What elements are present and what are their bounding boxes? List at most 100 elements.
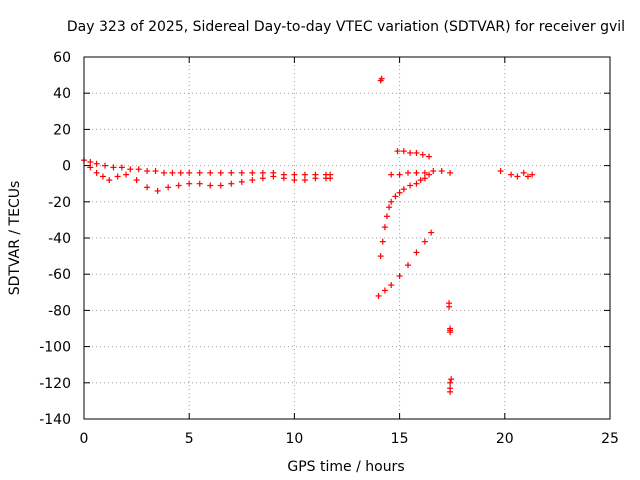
data-point [413, 149, 420, 156]
y-tick-label: -20 [48, 195, 71, 211]
data-point [196, 180, 203, 187]
data-point [144, 168, 151, 175]
data-point [110, 164, 117, 171]
data-point [448, 376, 455, 383]
data-point [238, 178, 245, 185]
y-tick-label: -100 [39, 340, 71, 356]
series-vertical-clusters-17h [446, 300, 455, 395]
series-cluster-20-21h [497, 168, 536, 180]
y-axis-label: SDTVAR / TECUs [7, 181, 23, 296]
data-point [375, 292, 382, 299]
x-axis-label: GPS time / hours [287, 459, 404, 475]
y-tick-label: 20 [53, 122, 71, 138]
data-point [388, 198, 395, 205]
data-point [524, 173, 531, 180]
data-point [497, 168, 504, 175]
series-upper-right-cluster [394, 148, 433, 160]
data-point [413, 249, 420, 256]
data-point [447, 329, 454, 336]
data-point [99, 173, 106, 180]
data-point [135, 166, 142, 173]
data-point [327, 175, 334, 182]
data-point [426, 171, 433, 178]
data-point [127, 166, 134, 173]
data-point [508, 171, 515, 178]
data-point [378, 75, 385, 82]
data-point [259, 175, 266, 182]
chart-title: Day 323 of 2025, Sidereal Day-to-day VTE… [67, 19, 625, 35]
data-point [394, 148, 401, 155]
data-point [514, 173, 521, 180]
series-drop-segment [377, 171, 433, 260]
data-point [400, 148, 407, 155]
data-point [186, 169, 193, 176]
data-point [87, 164, 94, 171]
data-point [228, 180, 235, 187]
x-tick-label: 10 [285, 431, 303, 447]
data-point [421, 238, 428, 245]
data-point [396, 273, 403, 280]
data-point [386, 204, 393, 211]
data-point [396, 189, 403, 196]
data-point [249, 177, 256, 184]
data-point [447, 169, 454, 176]
data-point [400, 186, 407, 193]
y-tick-label: 60 [53, 50, 71, 66]
data-point [417, 177, 424, 184]
data-point [381, 224, 388, 231]
data-point [93, 160, 100, 167]
data-point [405, 169, 412, 176]
data-point [152, 168, 159, 175]
y-tick-label: -120 [39, 376, 71, 392]
data-point [529, 171, 536, 178]
data-point [407, 149, 414, 156]
data-point [87, 158, 94, 165]
data-point [280, 175, 287, 182]
data-point [388, 282, 395, 289]
data-point [144, 184, 151, 191]
x-tick-label: 5 [185, 431, 194, 447]
data-point [186, 180, 193, 187]
data-point [446, 303, 453, 310]
x-tick-label: 25 [601, 431, 619, 447]
x-tick-label: 20 [496, 431, 514, 447]
data-point [421, 169, 428, 176]
data-point [312, 175, 319, 182]
data-point [438, 168, 445, 175]
data-point [428, 229, 435, 236]
data-point [217, 169, 224, 176]
series-main-band-upper [81, 157, 334, 178]
data-point [207, 169, 214, 176]
data-point [175, 182, 182, 189]
data-point [291, 171, 298, 178]
data-points [81, 75, 536, 395]
data-point [407, 182, 414, 189]
data-point [123, 171, 130, 178]
data-point [447, 379, 454, 386]
data-point [106, 177, 113, 184]
data-point [249, 169, 256, 176]
data-point [165, 184, 172, 191]
x-tick-label: 15 [391, 431, 409, 447]
data-point [388, 171, 395, 178]
series-spike-near-14h [377, 75, 385, 84]
x-tick-label: 0 [80, 431, 89, 447]
data-point [405, 262, 412, 269]
data-point [301, 171, 308, 178]
data-point [413, 180, 420, 187]
data-point [238, 169, 245, 176]
y-tick-label: -60 [48, 267, 71, 283]
y-tick-label: -80 [48, 303, 71, 319]
data-point [291, 177, 298, 184]
data-point [421, 175, 428, 182]
data-point [520, 169, 527, 176]
data-point [396, 171, 403, 178]
data-point [169, 169, 176, 176]
y-tick-label: 40 [53, 86, 71, 102]
y-tick-label: -40 [48, 231, 71, 247]
data-point [383, 213, 390, 220]
data-point [118, 164, 125, 171]
data-point [93, 169, 100, 176]
data-point [392, 193, 399, 200]
